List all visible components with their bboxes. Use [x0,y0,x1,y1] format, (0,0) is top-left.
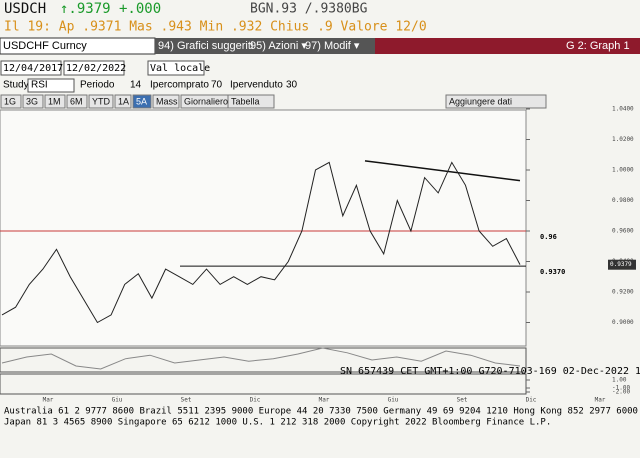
x-tick-label: Mar [319,397,330,404]
lower-panel [0,373,527,395]
button[interactable] [152,94,180,109]
end-date: 12/02/2022 [66,63,126,74]
menu[interactable]: 94) Grafici suggeriti [158,40,253,52]
plot-area [0,109,527,347]
rsi-panel [0,347,527,373]
footer: Australia 61 2 9777 8600 Brazil 5511 239… [4,407,638,417]
footer: Japan 81 3 4565 8900 Singapore 65 6212 1… [4,418,551,428]
button-label: 1A [118,96,129,106]
menu[interactable]: 95) Azioni ▾ [250,40,307,52]
period: 14 [130,80,142,91]
button-label: Mass [156,96,178,106]
x-tick-label: Dic [526,397,537,404]
rsi-line [1,347,521,370]
currency: Val locale [150,63,210,74]
x-tick-label: Mar [595,397,606,404]
ob-label: Ipercomprato [150,80,209,91]
last-price-label: 0.9379 [610,261,632,268]
y-tick-label: 1.0200 [612,136,634,143]
button[interactable] [44,94,66,109]
sn: SN 657439 CET GMT+1:00 G720-7103-169 02-… [340,366,640,377]
button-label: Tabella [231,96,260,106]
button[interactable] [132,94,152,109]
x-tick-label: Mar [43,397,54,404]
button[interactable] [22,94,44,109]
last-price-box [608,259,636,270]
button-label: YTD [92,96,111,106]
period-label: Periodo [80,80,115,91]
button-label: 1M [48,96,61,106]
last-price: ↑.9379 +.000 [60,1,161,17]
button[interactable] [445,94,547,109]
ticker: USDCH [4,1,46,17]
quote: Il 19: Ap .9371 Mas .943 Min .932 Chius … [4,20,427,35]
x-tick-label: Set [181,397,192,404]
y-tick-label: 0.9800 [612,197,634,204]
security: USDCHF Curncy [3,40,87,52]
date-input[interactable] [63,60,125,76]
price-line [1,161,521,324]
graph-name: G 2: Graph 1 [566,40,630,52]
x-tick-label: Giu [388,397,399,404]
x-tick-label: Set [457,397,468,404]
button[interactable] [66,94,88,109]
title-bar [375,38,640,54]
y-tick-label: 1.0000 [612,167,634,174]
button[interactable] [227,94,275,109]
y-tick-label: 1.00 [612,377,627,384]
button-label: 3G [26,96,38,106]
ob: 70 [211,80,223,91]
button-label: Aggiungere dati [449,96,512,106]
button[interactable] [114,94,132,109]
bgn: BGN.93 /.9380BG [250,2,368,17]
button-label: 1G [4,96,16,106]
x-tick-label: Dic [250,397,261,404]
start-date: 12/04/2017 [3,63,63,74]
y-tick-label: -2.00 [612,389,630,396]
os: 30 [286,80,298,91]
menu-bar [155,38,375,54]
annotation: 0.9370 [540,268,565,276]
y-tick-label: -1.00 [612,385,630,392]
date-input[interactable] [0,60,62,76]
study-label: Study [3,80,29,91]
y-tick-label: 1.0400 [612,106,634,113]
button-label: 5A [136,96,147,106]
button-label: Giornaliero... [184,96,236,106]
os-label: Ipervenduto [230,80,283,91]
button-label: 6M [70,96,83,106]
study-name: RSI [31,80,48,91]
x-tick-label: Giu [112,397,123,404]
study-select[interactable] [27,78,75,93]
y-tick-label: 0.9600 [612,228,634,235]
trend-line [364,160,521,182]
button[interactable] [0,94,22,109]
y-tick-label: 0.9000 [612,319,634,326]
y-tick-label: 0.9200 [612,289,634,296]
button[interactable] [88,94,114,109]
currency-select[interactable] [147,60,205,76]
menu[interactable]: 97) Modif ▾ [305,40,360,52]
annotation: 0.96 [540,233,557,241]
